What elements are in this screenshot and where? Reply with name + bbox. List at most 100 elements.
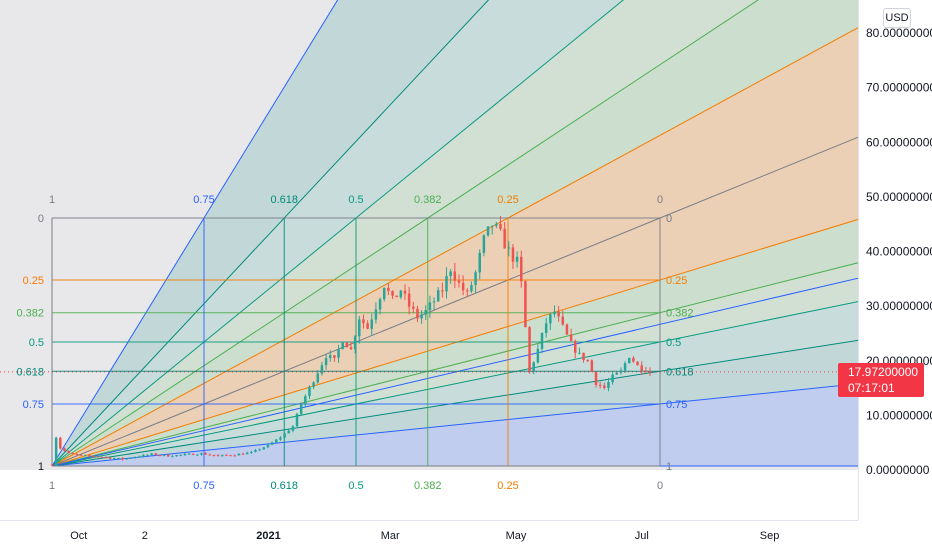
candle <box>578 347 581 355</box>
candle <box>63 447 66 452</box>
candle <box>133 456 137 459</box>
last-price-value: 17.97200000 <box>848 365 919 379</box>
fib-fan-ray <box>51 136 858 467</box>
candle <box>88 454 91 458</box>
fib-fan-ray <box>51 218 858 467</box>
candle <box>644 366 648 374</box>
candle <box>287 429 290 434</box>
candle <box>225 453 228 456</box>
candle <box>299 404 303 416</box>
candle <box>50 463 54 466</box>
candle <box>391 290 394 300</box>
candle <box>640 361 643 375</box>
candle <box>366 320 369 330</box>
fib-level-label-right: 1 <box>666 461 672 473</box>
candle <box>524 280 527 328</box>
candle <box>586 359 589 363</box>
candle <box>594 371 598 388</box>
fib-fan-ray <box>51 339 858 467</box>
candle <box>536 344 540 364</box>
candle <box>353 335 357 354</box>
candle <box>221 454 224 457</box>
candle <box>358 316 361 344</box>
candle <box>532 361 535 375</box>
candle <box>445 267 448 299</box>
candle <box>636 361 639 366</box>
fib-level-label-left: 0 <box>38 213 44 225</box>
countdown-timer: 07:17:01 <box>848 381 895 395</box>
candle <box>187 452 191 455</box>
candle <box>482 234 486 257</box>
candle <box>428 295 432 318</box>
candle <box>117 457 120 459</box>
candle <box>200 452 203 456</box>
candle <box>179 454 182 457</box>
candle <box>108 456 112 460</box>
candle <box>295 412 299 427</box>
candle <box>158 454 162 457</box>
candle <box>270 441 274 446</box>
fib-time-label-top: 0 <box>657 194 663 206</box>
candle <box>262 447 266 450</box>
candle <box>403 284 407 300</box>
candlestick-series <box>50 216 652 467</box>
fib-level-label-right: 0 <box>666 213 672 225</box>
fib-level-label-right: 0.75 <box>666 399 687 411</box>
candle <box>528 326 531 374</box>
candle <box>561 310 565 326</box>
fib-time-label-bottom: 0.75 <box>193 480 214 492</box>
fib-level-label-right: 0.382 <box>666 308 694 320</box>
fib-level-label-left: 0.618 <box>16 366 44 378</box>
price-tick-label: 80.00000000 <box>866 26 932 40</box>
candle <box>611 371 614 385</box>
fib-time-label-bottom: 0.25 <box>497 480 518 492</box>
fib-time-label-top: 1 <box>49 194 55 206</box>
price-axis-background <box>858 0 932 520</box>
fib-time-label-top: 0.75 <box>193 194 214 206</box>
candle <box>574 339 577 359</box>
candle <box>623 361 627 373</box>
candle <box>615 371 619 375</box>
candle <box>250 450 253 455</box>
fib-fan-ray <box>51 301 858 467</box>
candle <box>515 251 519 268</box>
candle <box>424 305 427 320</box>
time-tick-label: Oct <box>70 530 87 542</box>
candle <box>565 323 569 336</box>
candle <box>432 297 436 311</box>
candle <box>275 438 278 443</box>
time-axis-background <box>0 520 932 550</box>
candle <box>283 431 286 440</box>
time-tick-label: 2021 <box>256 530 280 542</box>
candle <box>544 317 548 338</box>
candle <box>279 436 282 442</box>
candle <box>453 262 457 289</box>
fib-level-label-right: 0.5 <box>666 337 681 349</box>
candle <box>113 457 116 460</box>
candle <box>407 286 411 315</box>
price-tick-label: 70.00000000 <box>866 81 932 95</box>
candle <box>59 436 62 450</box>
price-tick-label: 60.00000000 <box>866 135 932 149</box>
time-tick-label: Mar <box>381 530 400 542</box>
fib-time-label-bottom: 1 <box>49 480 55 492</box>
candle <box>75 453 79 456</box>
currency-badge[interactable]: USD <box>883 8 911 28</box>
candle <box>121 457 124 461</box>
candle <box>79 454 83 456</box>
candle <box>378 297 382 315</box>
candle <box>412 301 415 314</box>
fib-fan-layer <box>0 0 858 470</box>
candle <box>590 359 594 373</box>
fib-level-label-left: 1 <box>38 461 44 473</box>
candle <box>549 313 552 331</box>
candle <box>511 244 515 270</box>
fib-time-label-top: 0.382 <box>414 194 442 206</box>
candle <box>598 381 602 389</box>
candle <box>486 226 490 237</box>
candle <box>104 456 108 459</box>
candle <box>204 452 207 455</box>
